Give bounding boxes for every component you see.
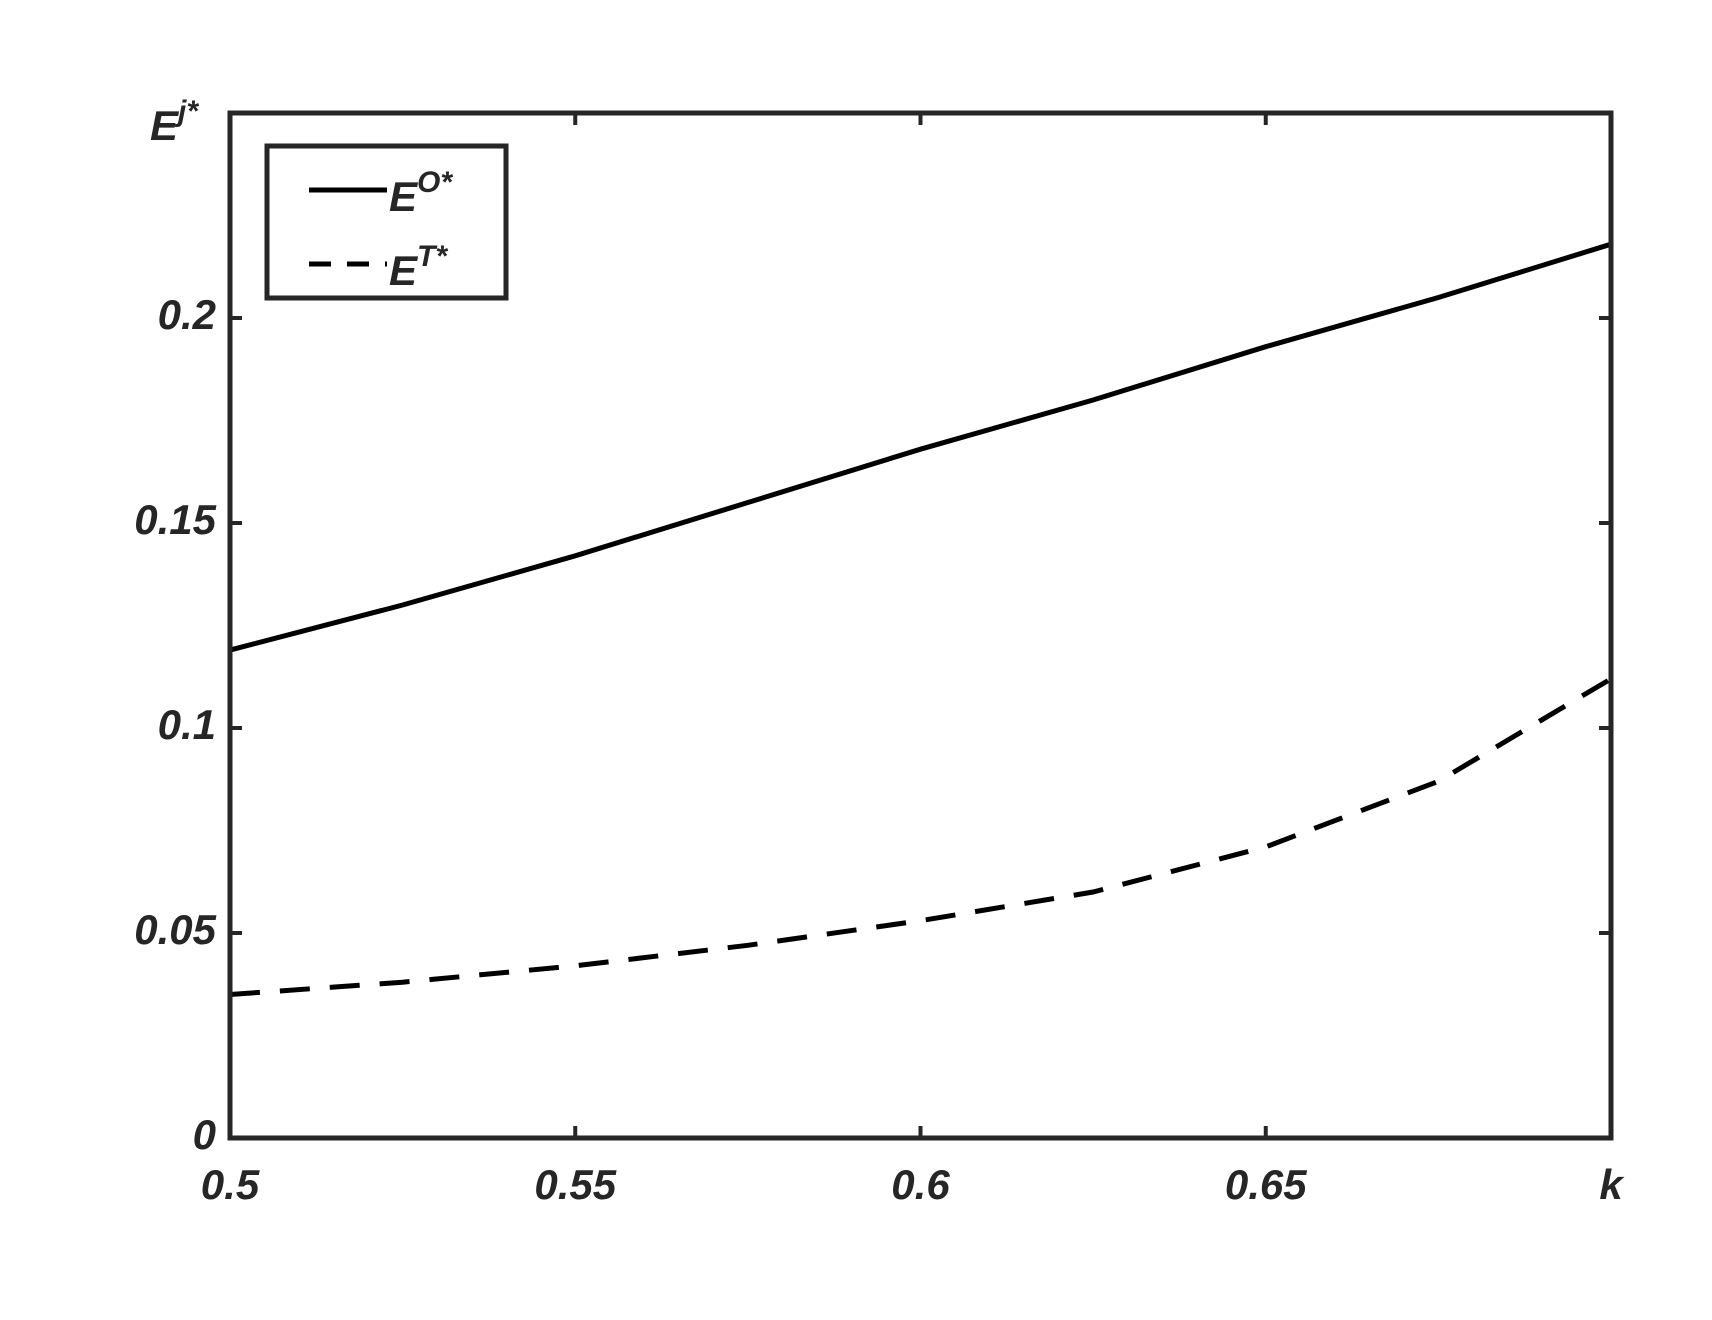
y-axis-label: Ej* — [150, 95, 199, 149]
series-line — [229, 676, 1613, 997]
legend-box — [264, 143, 509, 301]
y-tick-label: 0.15 — [134, 496, 216, 543]
y-tick-label: 0.1 — [158, 701, 216, 748]
legend-label: EO* — [389, 166, 453, 220]
legend-label: ET* — [389, 240, 448, 294]
y-tick-label: 0.2 — [158, 291, 216, 338]
y-tick-label: 0.05 — [134, 906, 216, 953]
y-tick-label: 0 — [193, 1111, 216, 1158]
x-tick-label: 0.5 — [201, 1161, 260, 1208]
x-tick-label: 0.6 — [891, 1161, 950, 1208]
x-tick-label: 0.65 — [1225, 1161, 1307, 1208]
x-axis-label: k — [1599, 1161, 1625, 1208]
x-tick-label: 0.55 — [534, 1161, 616, 1208]
plot-frame — [227, 110, 1614, 1141]
series-line — [229, 241, 1612, 653]
